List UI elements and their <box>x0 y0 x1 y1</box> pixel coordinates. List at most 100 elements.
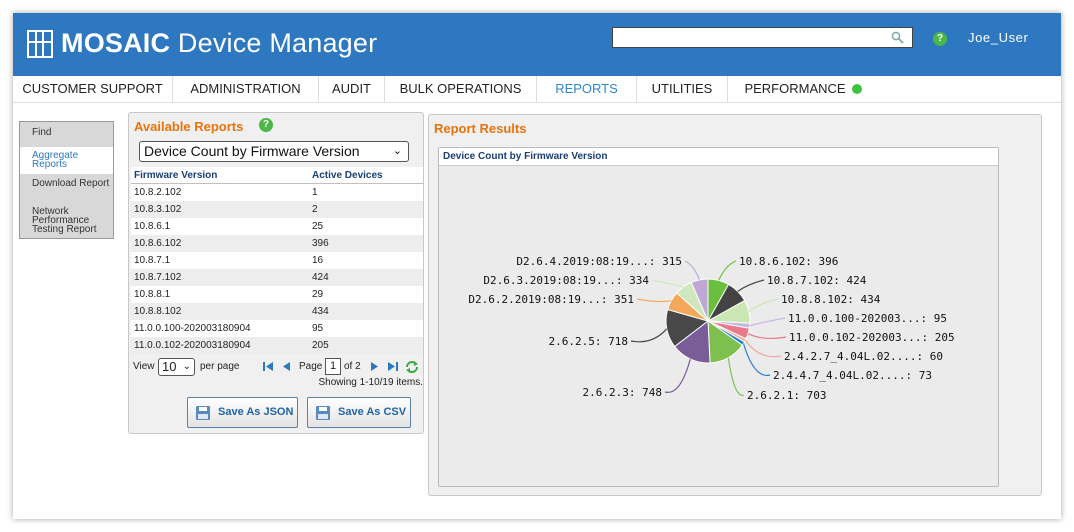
last-page-icon[interactable] <box>387 361 398 372</box>
app-window: MOSAIC Device Manager ? Joe_User CUSTOME… <box>13 13 1061 519</box>
pie-leader-line <box>747 333 787 340</box>
help-icon[interactable]: ? <box>259 118 273 132</box>
table-row: 10.8.6.1 25 <box>131 218 423 235</box>
report-results-title: Report Results <box>434 121 527 136</box>
pie-slice-label: 10.8.6.102: 396 <box>739 255 838 268</box>
cell-count: 25 <box>312 221 324 232</box>
prev-page-icon[interactable] <box>281 361 292 372</box>
report-type-select[interactable]: Device Count by Firmware Version ⌄ <box>139 141 409 162</box>
app-title: MOSAIC Device Manager <box>61 28 378 58</box>
table-header: Firmware Version Active Devices <box>131 167 423 184</box>
pie-slice-label: 2.6.2.5: 718 <box>549 335 628 348</box>
cell-firmware: 11.0.0.102-202003180904 <box>134 340 251 351</box>
pie-slice-label: 2.4.4.7_4.04L.02....: 73 <box>773 369 932 382</box>
refresh-icon[interactable] <box>405 360 419 374</box>
pie-slice-label: 10.8.8.102: 434 <box>781 293 881 306</box>
first-page-icon[interactable] <box>263 361 274 372</box>
side-item-find[interactable]: Find <box>32 127 52 138</box>
cell-firmware: 10.8.3.102 <box>134 204 182 215</box>
save-disk-icon <box>316 406 330 420</box>
side-item-download-report[interactable]: Download Report <box>32 178 110 189</box>
app-header: MOSAIC Device Manager ? Joe_User <box>13 13 1061 76</box>
per-page-label: per page <box>200 361 240 372</box>
main-nav: CUSTOMER SUPPORT ADMINISTRATION AUDIT BU… <box>13 76 1061 103</box>
nav-audit[interactable]: AUDIT <box>319 76 385 103</box>
table-row: 10.8.7.1 16 <box>131 252 423 269</box>
mosaic-logo-icon <box>27 30 53 58</box>
cell-count: 29 <box>312 289 324 300</box>
cell-count: 396 <box>312 238 329 249</box>
table-row: 10.8.3.102 2 <box>131 201 423 218</box>
pie-slice-label: 2.6.2.3: 748 <box>583 386 662 399</box>
nav-bulk-operations[interactable]: BULK OPERATIONS <box>385 76 537 103</box>
column-header-firmware: Firmware Version <box>134 170 218 181</box>
pie-slice-label: 11.0.0.100-202003...: 95 <box>788 312 947 325</box>
chevron-down-icon: ⌄ <box>182 361 191 372</box>
cell-firmware: 10.8.8.1 <box>134 289 171 300</box>
search-icon[interactable] <box>891 31 904 44</box>
pie-leader-line <box>749 317 786 327</box>
report-side-menu: Find Aggregate Reports Download Report N… <box>19 121 114 239</box>
page-number-input[interactable]: 1 <box>325 358 341 375</box>
table-row: 10.8.6.102 396 <box>131 235 423 252</box>
table-row: 11.0.0.100-202003180904 95 <box>131 320 423 337</box>
pie-slice-label: 2.6.2.1: 703 <box>747 389 826 402</box>
pie-leader-line <box>651 279 684 288</box>
side-item-aggregate-reports[interactable]: Aggregate Reports <box>20 147 113 174</box>
performance-status-icon <box>851 84 862 94</box>
column-header-active-devices: Active Devices <box>312 170 383 181</box>
cell-firmware: 10.8.6.1 <box>134 221 171 232</box>
chart-title: Device Count by Firmware Version <box>439 148 998 166</box>
table-row: 10.8.8.102 434 <box>131 303 423 320</box>
pie-slice-label: 2.4.2.7_4.04L.02....: 60 <box>784 350 943 363</box>
pie-slice-label: 11.0.0.102-202003...: 205 <box>789 331 955 344</box>
save-as-json-button[interactable]: Save As JSON <box>187 397 298 428</box>
search-input[interactable] <box>613 28 883 47</box>
cell-count: 424 <box>312 272 329 283</box>
per-page-select[interactable]: 10 ⌄ <box>158 358 195 376</box>
pie-leader-line <box>744 339 782 358</box>
pie-chart: 10.8.6.102: 396 10.8.7.102: 424 10.8.8.102… <box>468 255 955 402</box>
save-as-json-label: Save As JSON <box>218 406 294 418</box>
side-item-network-performance[interactable]: Network Performance Testing Report <box>32 206 97 235</box>
page-total: of 2 <box>344 361 361 372</box>
cell-firmware: 10.8.8.102 <box>134 306 182 317</box>
cell-count: 2 <box>312 204 318 215</box>
pie-leader-line <box>748 298 779 312</box>
cell-firmware: 10.8.7.102 <box>134 272 182 283</box>
pie-leader-line <box>664 358 691 393</box>
showing-count: Showing 1-10/19 items. <box>318 377 423 388</box>
cell-firmware: 11.0.0.100-202003180904 <box>134 323 251 334</box>
cell-count: 16 <box>312 255 324 266</box>
nav-customer-support[interactable]: CUSTOMER SUPPORT <box>13 76 173 103</box>
pie-leader-line <box>727 357 745 396</box>
save-disk-icon <box>196 406 210 420</box>
pie-slice-label: D2.6.4.2019:08:19...: 315 <box>516 255 682 268</box>
cell-count: 1 <box>312 187 318 198</box>
help-icon[interactable]: ? <box>933 32 947 46</box>
cell-firmware: 10.8.6.102 <box>134 238 182 249</box>
chevron-down-icon: ⌄ <box>392 145 402 157</box>
available-reports-panel: Available Reports ? Device Count by Firm… <box>128 112 424 434</box>
per-page-value: 10 <box>162 359 177 374</box>
pie-slice[interactable] <box>690 278 709 322</box>
next-page-icon[interactable] <box>369 361 380 372</box>
table-row: 11.0.0.102-202003180904 205 <box>131 337 423 354</box>
save-as-csv-button[interactable]: Save As CSV <box>307 397 411 428</box>
cell-firmware: 10.8.2.102 <box>134 187 182 198</box>
available-reports-title: Available Reports <box>134 119 244 134</box>
pie-leader-line <box>742 343 771 376</box>
table-pager: View 10 ⌄ per page Page 1 of 2 Showing 1-… <box>131 357 423 397</box>
nav-utilities[interactable]: UTILITIES <box>637 76 728 103</box>
pie-leader-line <box>630 328 668 343</box>
nav-administration[interactable]: ADMINISTRATION <box>173 76 319 103</box>
pie-slice-label: D2.6.2.2019:08:19...: 351 <box>468 293 634 306</box>
pie-leader-line <box>718 260 737 281</box>
cell-count: 95 <box>312 323 324 334</box>
nav-performance[interactable]: PERFORMANCE <box>728 76 878 103</box>
save-as-csv-label: Save As CSV <box>338 406 407 418</box>
nav-reports[interactable]: REPORTS <box>537 76 637 103</box>
pie-slice-label: D2.6.3.2019:08:19...: 334 <box>483 274 649 287</box>
search-box[interactable] <box>612 27 913 48</box>
user-menu[interactable]: Joe_User <box>968 30 1029 45</box>
